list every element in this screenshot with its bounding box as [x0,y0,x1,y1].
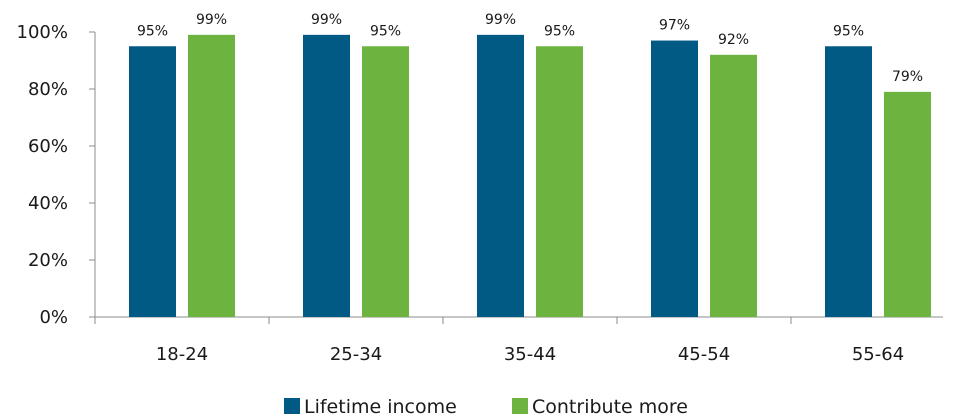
legend-swatch [284,398,300,414]
y-tick-label: 0% [39,307,68,328]
x-tick-label: 35-44 [504,344,556,365]
y-axis: 0% 20% 40% 60% 80% 100% [17,22,96,328]
y-tick-label: 60% [28,136,68,157]
bar [303,34,350,317]
x-tick-label: 18-24 [156,344,208,365]
y-tick-label: 40% [28,193,68,214]
bar [536,46,583,317]
data-label: 99% [196,12,227,28]
bar [710,54,757,318]
data-label: 97% [659,18,690,34]
x-axis: 18-24 25-34 35-44 45-54 55-64 [94,316,943,365]
data-label: 95% [370,23,401,39]
legend-label: Lifetime income [304,396,457,416]
bar [651,40,698,318]
legend-swatch [512,398,528,414]
bars [129,34,931,318]
data-labels: 95% 99% 99% 95% 99% 95% 97% 92% 95% 79% [137,12,923,85]
legend: Lifetime income Contribute more [284,396,688,416]
data-label: 99% [311,12,342,28]
data-label: 99% [485,12,516,28]
data-label: 95% [137,23,168,39]
y-tick-label: 100% [17,22,68,43]
legend-label: Contribute more [532,396,688,416]
x-tick-label: 25-34 [330,344,382,365]
x-tick-label: 45-54 [678,344,730,365]
y-tick-label: 80% [28,79,68,100]
bar [129,46,176,317]
bar [477,34,524,317]
data-label: 95% [544,23,575,39]
y-tick-label: 20% [28,250,68,271]
data-label: 79% [892,69,923,85]
bar [825,46,872,317]
data-label: 95% [833,23,864,39]
bar [884,91,931,317]
bar [188,34,235,317]
data-label: 92% [718,32,749,48]
bar [362,46,409,317]
x-tick-label: 55-64 [852,344,904,365]
